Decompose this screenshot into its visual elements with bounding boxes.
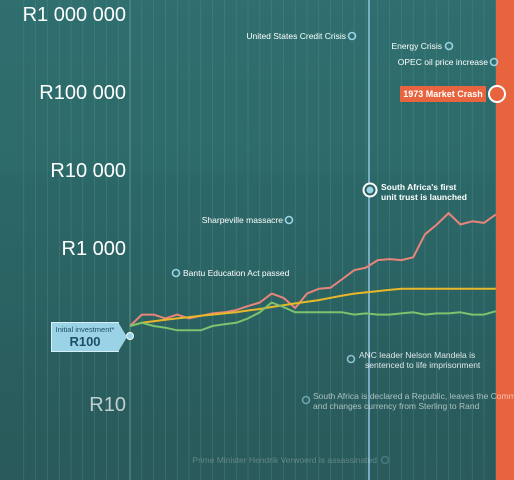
annotation: United States Credit Crisis: [246, 31, 357, 41]
annotation: Prime Minister Hendrik Verwoerd is assas…: [192, 455, 390, 465]
market-crash-label: 1973 Market Crash: [400, 86, 486, 102]
annotation-label: South Africa's first unit trust is launch…: [381, 182, 467, 202]
annotation-marker: [380, 455, 390, 465]
callout-arrow: [118, 322, 127, 352]
y-tick-label: R100 000: [39, 82, 126, 104]
annotation-marker: [444, 41, 454, 51]
y-tick-label: R10 000: [50, 160, 126, 182]
y-tick-label: R1 000: [62, 238, 127, 260]
start-point: [126, 332, 134, 340]
annotation-marker: [301, 395, 311, 405]
annotation: South Africa is declared a Republic, lea…: [301, 391, 514, 411]
annotation-label: United States Credit Crisis: [246, 31, 346, 41]
y-axis-ticks: R1 000 000 R100 000 R10 000 R1 000 R10: [23, 4, 126, 416]
y-tick-label: R10: [89, 394, 126, 416]
annotation: Sharpeville massacre: [202, 215, 294, 225]
annotation-marker: [347, 31, 357, 41]
annotation: Energy Crisis: [391, 41, 454, 51]
annotation-marker: [171, 268, 181, 278]
series-line: [129, 301, 497, 332]
annotation-label: OPEC oil price increase: [398, 57, 489, 67]
series-line: [129, 212, 497, 327]
annotation-label: Prime Minister Hendrik Verwoerd is assas…: [192, 455, 377, 465]
callout-box: [51, 322, 119, 352]
initial-investment-value: R100: [69, 334, 101, 349]
initial-investment-label: Initial investment*: [55, 325, 115, 334]
series-layer: [129, 212, 497, 332]
annotation-marker: [489, 57, 499, 67]
initial-investment-callout: Initial investment* R100: [51, 322, 127, 352]
annotation-label: Bantu Education Act passed: [183, 268, 290, 278]
y-tick-label: R1 000 000: [23, 4, 126, 26]
annotation: OPEC oil price increase: [398, 57, 499, 67]
annotation-marker: [284, 215, 294, 225]
annotation-label: Energy Crisis: [391, 41, 442, 51]
annotation-marker: [346, 354, 356, 364]
vertical-gridlines: [23, 0, 508, 480]
series-line: [129, 287, 496, 327]
crash-band: [496, 0, 514, 480]
annotations-layer: United States Credit Crisis Energy Crisis…: [171, 31, 514, 465]
annotation-label: Sharpeville massacre: [202, 215, 284, 225]
market-crash-marker: [488, 85, 506, 103]
annotation-label: South Africa is declared a Republic, lea…: [313, 391, 514, 411]
annotation-marker-inner: [366, 186, 374, 194]
annotation: ANC leader Nelson Mandela is sentenced to…: [346, 350, 481, 370]
annotation: Bantu Education Act passed: [171, 268, 290, 278]
annotation: South Africa's first unit trust is launch…: [362, 182, 467, 202]
annotation-label: ANC leader Nelson Mandela is sentenced to…: [359, 350, 481, 370]
